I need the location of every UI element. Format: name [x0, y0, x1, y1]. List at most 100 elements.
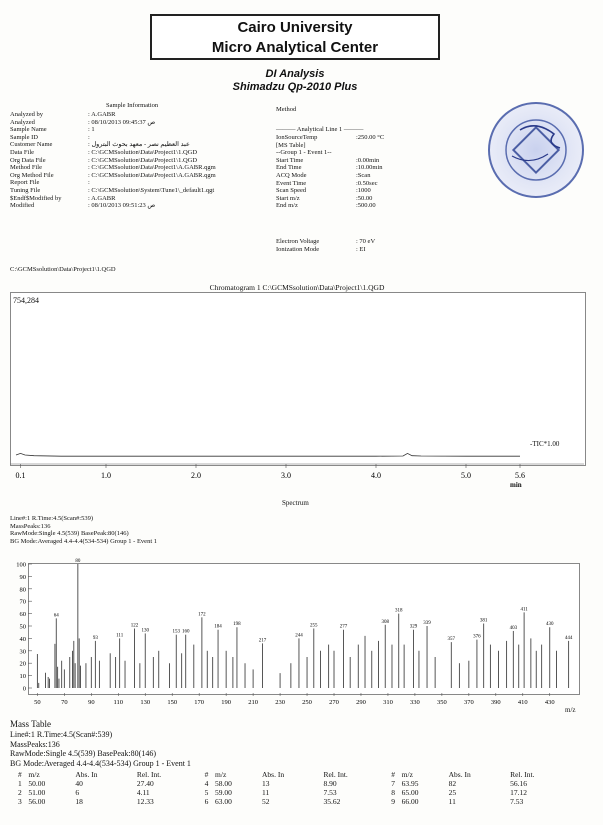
sample-info-row: Tuning File: C:\GCMSsolution\System\Tune…	[10, 187, 216, 195]
method-key: Electron Voltage	[276, 238, 320, 245]
spectrum-y-tick-label: 50	[20, 624, 27, 631]
method-list: IonSourceTemp:250.00 °C [MS Table] --Group…	[276, 134, 384, 210]
spectrum-peak-label: 277	[340, 625, 348, 630]
mass-table-info: Line#:1 R.Time:4.5(Scan#:539) MassPeaks:1…	[10, 730, 191, 768]
method-key: Start Time	[276, 156, 304, 164]
spectrum-x-tick-label: 330	[410, 699, 420, 706]
data-file-path: C:\GCMSsolution\Data\Project1\1.QGD	[10, 266, 116, 273]
sample-info-key: Sample Name	[10, 126, 47, 134]
method-value: :50.00	[356, 194, 373, 202]
mass-table-title: Mass Table	[10, 719, 51, 729]
spectrum-x-tick-label: 110	[114, 699, 124, 706]
method-key: End m/z	[276, 202, 298, 210]
spectrum-peak-label: 255	[310, 623, 318, 628]
method-row: Electron Voltage : 70 eV	[276, 238, 375, 246]
sample-info-key: Org Method File	[10, 171, 54, 179]
spectrum-x-tick-label: 350	[437, 699, 447, 706]
mass-table-cell: 7	[391, 779, 395, 788]
sample-info-title: Sample Information	[106, 102, 159, 109]
sample-info-key: Sample ID	[10, 133, 38, 141]
mass-table-cell: 12.33	[136, 797, 154, 806]
method-row: Start m/z:50.00	[276, 195, 384, 203]
sample-info-key: $Endf$Modified by	[10, 194, 62, 202]
spectrum-peak-label: 198	[233, 622, 241, 627]
method-key: Event Time	[276, 179, 307, 187]
spectrum-x-tick-label: 190	[221, 699, 231, 706]
mass-table-header: #	[391, 770, 395, 779]
spectrum-peak-label: 339	[423, 621, 431, 626]
table-row: 1 50.00 40 27.40 4 58.00 13 8.90 7 63.95 82 56.16	[18, 779, 578, 788]
chromatogram-x-unit: min	[510, 481, 522, 489]
method-value: : EI	[356, 245, 366, 253]
mass-table-cell: 9	[391, 797, 395, 806]
mass-table-header: Rel. Int.	[323, 770, 348, 779]
mass-table-cell: 27.40	[136, 779, 154, 788]
method-row: IonSourceTemp:250.00 °C	[276, 134, 384, 142]
spectrum-peak-label: 381	[480, 619, 488, 624]
mass-table-cell: 18	[75, 797, 83, 806]
sample-info-value: : A.GABR	[88, 194, 116, 202]
spectrum-x-tick-label: 210	[248, 699, 258, 706]
sample-info-value: : C:\GCMSsolution\Data\Project1\A.GABR.q…	[88, 164, 216, 172]
spectrum-peak-label: 444	[565, 636, 573, 641]
chromatogram-title: Chromatogram 1 C:\GCMSsolution\Data\Proj…	[209, 283, 385, 292]
sample-info-value: : C:\GCMSsolution\Data\Project1\A.GABR.q…	[88, 171, 216, 179]
mass-table-cell: 58.00	[215, 779, 232, 788]
mass-table-cell: 6	[75, 788, 80, 797]
sample-info-value: : 08/10/2013 09:45:37 ص	[88, 118, 156, 126]
spectrum-y-tick-label: 60	[20, 611, 27, 618]
spectrum-peak-label: 217	[259, 638, 267, 643]
mass-table-header: #	[204, 770, 209, 779]
method-key: End Time	[276, 164, 302, 172]
spectrum-y-tick-label: 70	[20, 599, 27, 606]
method-value: : 70 eV	[356, 238, 376, 245]
mass-table-cell: 50.00	[28, 779, 46, 788]
method-row: [MS Table]	[276, 142, 384, 150]
mass-table-cell: 5	[204, 788, 209, 797]
method-value: :250.00 °C	[356, 134, 385, 141]
sample-info-key: Data File	[10, 148, 35, 156]
method-row: Start Time :0.00min	[276, 157, 384, 165]
method-key: ACQ Mode	[276, 171, 307, 179]
chromatogram-x-tick-label: 5.0	[461, 471, 471, 480]
mass-table-cell: 17.12	[510, 788, 527, 797]
method-key: [MS Table]	[276, 141, 306, 149]
sample-info-row: Customer Name: عبد العظيم نصر - معهد بحو…	[10, 141, 216, 149]
table-row: 3 56.00 18 12.33 6 63.00 52 35.62 9 66.00 11 7.53	[18, 797, 578, 806]
sample-info-row: Analyzed: 08/10/2013 09:45:37 ص	[10, 119, 216, 127]
sample-info-row: Sample Name: 1	[10, 126, 216, 134]
sample-info-list: Analyzed by: A.GABR Analyzed: 08/10/2013 …	[10, 111, 216, 210]
sample-info-row: Report File:	[10, 179, 216, 187]
spectrum-x-tick-label: 310	[383, 699, 393, 706]
method-row: ACQ Mode:Scan	[276, 172, 384, 180]
method-value: :0.00min	[356, 156, 380, 164]
chromatogram-x-tick-label: 5.6	[515, 471, 525, 480]
mass-table-cell: 4	[204, 779, 209, 788]
sample-info-key: Method File	[10, 164, 42, 172]
chromatogram-x-tick-label: 3.0	[281, 471, 291, 480]
mass-table-header: Rel. Int.	[136, 770, 162, 779]
mass-table-cell: 11	[261, 788, 270, 797]
spectrum-peak-label: 430	[546, 622, 554, 627]
spectrum-peak-label: 329	[410, 625, 418, 630]
spectrum-x-tick-label: 70	[61, 699, 68, 706]
spectrum-peak-label: 308	[381, 620, 389, 625]
method-row: Ionization Mode : EI	[276, 246, 375, 254]
spectrum-peak-label: 403	[510, 626, 518, 631]
spectrum-x-tick-label: 370	[464, 699, 474, 706]
sample-info-row: Data File : C:\GCMSsolution\Data\Project1…	[10, 149, 216, 157]
mass-table-header: Rel. Int.	[510, 770, 535, 779]
method-key: Ionization Mode	[276, 245, 320, 253]
center-name: Micro Analytical Center	[211, 39, 379, 56]
mass-table-cell: 11	[448, 797, 456, 806]
method-list-2: Electron Voltage : 70 eV Ionization Mode : …	[276, 238, 375, 253]
mass-table-cell: 59.00	[215, 788, 232, 797]
mass-table-cell: 66.00	[401, 797, 419, 806]
method-row: End m/z:500.00	[276, 202, 384, 210]
sample-info-value: : C:\GCMSsolution\Data\Project1\1.QGD	[88, 148, 198, 156]
method-row: Scan Speed:1000	[276, 187, 384, 195]
spectrum-peak-label: 93	[93, 636, 99, 641]
analytical-line-title: ——— Analytical Line 1 ———	[276, 126, 364, 133]
spectrum-x-tick-label: 230	[275, 699, 285, 706]
spectrum-x-tick-label: 130	[140, 699, 150, 706]
